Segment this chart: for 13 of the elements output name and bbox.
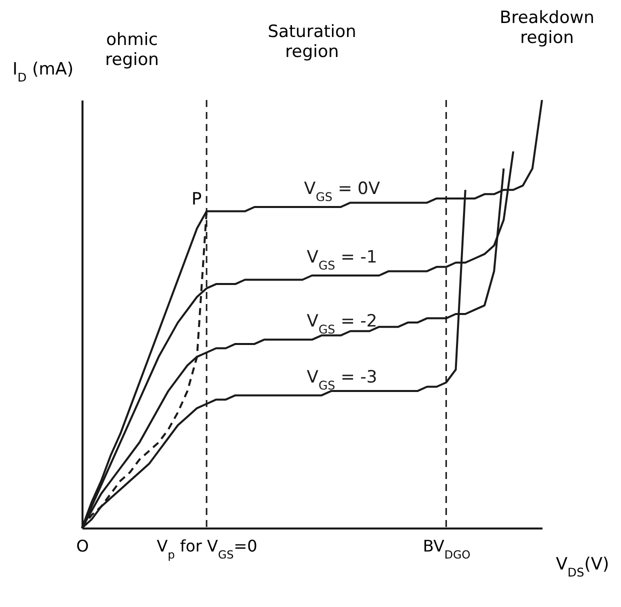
series-label: V$_{GS}$ = -1 [306,247,378,272]
text: Saturation region [268,22,356,62]
series-label: V$_{GS}$ = -2 [306,312,378,337]
text: ohmic region [105,30,159,70]
y-axis-title: I$_{D}$ (mA) [12,60,74,84]
x-tick-label: O [76,536,89,556]
series-label: V$_{GS}$ = 0V [304,179,380,204]
x-tick-label: V$_{p}$ for V$_{GS}$=0 [156,536,258,561]
annotation: P [191,189,202,210]
text: Breakdown region [500,8,594,48]
series-label: V$_{GS}$ = -3 [306,367,378,392]
x-axis-title: V$_{DS}$(V) [556,554,610,580]
x-tick-label: BV$_{DGO}$ [422,536,471,561]
